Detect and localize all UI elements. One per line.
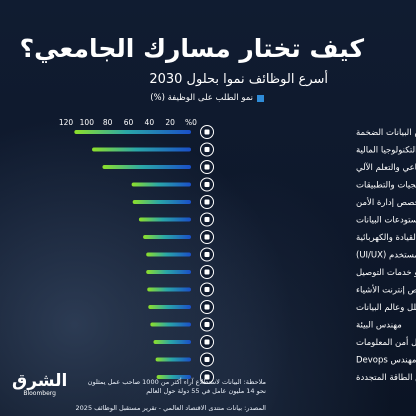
legend-label: نمو الطلب على الوظيفة (%): [150, 93, 253, 103]
analytics-icon-glyph: [204, 304, 210, 310]
category-label: مهندس Devops: [356, 356, 416, 366]
category-label: محلل أمن المعلومات: [356, 336, 416, 348]
x-tick-label: 80: [103, 118, 113, 127]
logo-english: Bloomberg: [23, 390, 56, 397]
bar: [131, 182, 191, 187]
devops-icon-glyph: [204, 357, 210, 362]
bar: [102, 165, 191, 169]
solar-icon-glyph: [204, 374, 210, 380]
category-label: محلل وعالم البيانات: [356, 303, 416, 313]
category-label: متخصص البيانات الضخمة: [356, 128, 416, 138]
bar: [146, 252, 191, 257]
bar: [132, 200, 191, 204]
category-label: متخصص المركبات ذاتية القيادة والكهربائية: [356, 233, 416, 243]
category-label: مهندس البيئة: [356, 321, 402, 331]
x-tick-label: %0: [185, 118, 197, 127]
bar: [153, 340, 191, 344]
category-label: مطور البرمجيات والتطبيقات: [356, 181, 416, 191]
brand-logo: الشرق Bloomberg: [12, 372, 67, 398]
footer-source: المصدر: بيانات منتدى الاقتصاد العالمي - …: [75, 404, 266, 412]
car-icon-glyph: [204, 234, 210, 240]
bar: [150, 322, 191, 327]
category-label: مصمم واجهة وتجربة المستخدم (UI/UX): [356, 251, 416, 261]
legend-swatch: [257, 94, 264, 102]
bar: [143, 235, 191, 239]
footer-note-line: نحو 14 مليون عامل في 55 دولة حول العالم: [146, 386, 266, 395]
category-label: متخصص إدارة الأمن: [356, 197, 416, 208]
bar: [156, 375, 191, 379]
logo-arabic: الشرق: [12, 371, 68, 391]
footer-note-line: ملاحظة: البيانات لاستطلاع آراء أكثر من 1…: [87, 378, 266, 386]
x-tick-label: 40: [145, 118, 155, 127]
chart-legend: نمو الطلب على الوظيفة (%): [150, 93, 264, 103]
category-label: متخصص إنترنت الأشياء: [356, 285, 416, 296]
truck-icon-glyph: [204, 269, 210, 275]
x-tick-label: 20: [165, 118, 175, 127]
cloud-storage-icon-glyph: [204, 217, 210, 222]
leaf-icon-glyph: [204, 322, 210, 327]
lock-icon-glyph: [204, 199, 210, 205]
page-subtitle: أسرع الوظائف نموا بحلول 2030: [149, 72, 328, 87]
x-tick-label: 120: [59, 118, 74, 127]
bar: [74, 130, 191, 134]
bar: [146, 270, 191, 274]
database-icon-glyph: [204, 129, 210, 135]
category-label: متخصص الذكاء الاصطناعي والتعلم الآلي: [356, 162, 416, 173]
code-icon-glyph: [204, 182, 210, 187]
iot-icon-glyph: [204, 287, 210, 292]
monitor-icon-glyph: [204, 252, 210, 257]
category-label: سائق الشاحنات الخفيفة أو خدمات التوصيل: [356, 266, 416, 278]
category-label: مهندس التكنولوجيا المالية: [356, 146, 416, 156]
x-tick-label: 100: [80, 118, 95, 127]
category-label: مهندس الطاقة المتجددة: [356, 373, 416, 383]
bar: [92, 147, 191, 152]
x-tick-label: 60: [124, 118, 134, 127]
page-title: كيف تختار مسارك الجامعي؟: [19, 34, 364, 63]
bar: [155, 357, 191, 362]
category-label: متخصص مستودعات البيانات: [356, 216, 416, 226]
footer-note: ملاحظة: البيانات لاستطلاع آراء أكثر من 1…: [88, 378, 266, 395]
fintech-icon-glyph: [204, 147, 210, 152]
bar: [147, 287, 191, 292]
ai-chip-icon-glyph: [204, 164, 210, 170]
bar: [138, 217, 191, 222]
bar: [148, 305, 191, 309]
shield-icon-glyph: [204, 339, 210, 345]
